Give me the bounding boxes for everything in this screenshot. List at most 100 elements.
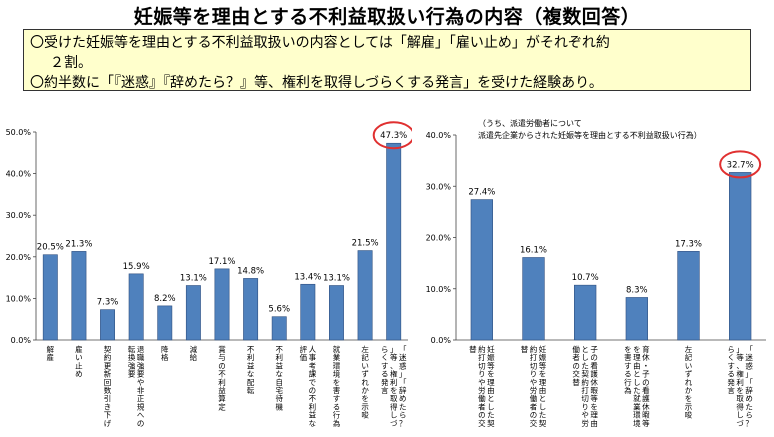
svg-text:へ: へ bbox=[137, 411, 145, 420]
right-chart-data-label: 8.3% bbox=[626, 285, 648, 295]
svg-text:」: 」 bbox=[390, 345, 398, 354]
right-chart-ytick-label: 10.0% bbox=[426, 285, 452, 294]
svg-text:利: 利 bbox=[275, 352, 283, 362]
svg-text:た: た bbox=[745, 402, 753, 411]
svg-text:算: 算 bbox=[218, 393, 226, 403]
svg-text:等: 等 bbox=[487, 360, 495, 370]
right-chart-data-label: 17.3% bbox=[675, 239, 702, 249]
left-chart-bar bbox=[386, 142, 402, 341]
svg-text:業: 業 bbox=[633, 401, 641, 411]
svg-text:回: 回 bbox=[104, 378, 112, 387]
svg-text:護: 護 bbox=[590, 369, 598, 379]
svg-text:れ: れ bbox=[361, 378, 369, 387]
left-chart-data-label: 14.8% bbox=[237, 266, 264, 276]
svg-text:就: 就 bbox=[633, 393, 641, 403]
svg-text:惑: 惑 bbox=[399, 360, 407, 370]
svg-text:記: 記 bbox=[685, 352, 693, 362]
svg-text:妊: 妊 bbox=[487, 344, 495, 354]
svg-text:の: の bbox=[642, 378, 650, 387]
svg-text:替: 替 bbox=[469, 344, 477, 354]
svg-text:た: た bbox=[581, 361, 589, 370]
svg-text:ら: ら bbox=[745, 411, 753, 420]
svg-text:を: を bbox=[390, 386, 398, 395]
svg-text:由: 由 bbox=[633, 360, 641, 370]
svg-text:辞: 辞 bbox=[399, 385, 407, 395]
left-chart-ytick-label: 0.0% bbox=[11, 336, 32, 345]
svg-text:雇: 雇 bbox=[47, 352, 55, 362]
left-chart-ytick-label: 10.0% bbox=[6, 294, 32, 303]
left-chart-bar bbox=[71, 251, 87, 341]
svg-text:境: 境 bbox=[633, 418, 641, 428]
svg-text:配: 配 bbox=[247, 378, 255, 387]
svg-text:り: り bbox=[581, 402, 589, 411]
right-chart-data-label: 32.7% bbox=[727, 160, 754, 170]
svg-text:「: 「 bbox=[399, 345, 407, 354]
summary-line-2: 〇約半数に「『迷惑』『辞めたら？』等、権利を取得しづらくする発言」を受けた経験あ… bbox=[30, 75, 603, 91]
svg-text:や: や bbox=[478, 378, 486, 387]
svg-text:機: 機 bbox=[275, 401, 283, 411]
left-chart-data-label: 13.1% bbox=[180, 274, 207, 284]
svg-text:権: 権 bbox=[736, 369, 744, 379]
svg-text:事: 事 bbox=[309, 352, 317, 362]
svg-text:打: 打 bbox=[530, 352, 538, 362]
svg-text:げ: げ bbox=[104, 419, 112, 428]
svg-text:言: 言 bbox=[727, 385, 735, 395]
svg-text:迷: 迷 bbox=[399, 352, 407, 362]
svg-text:づ: づ bbox=[736, 419, 744, 428]
svg-text:考: 考 bbox=[309, 361, 317, 370]
svg-text:ず: ず bbox=[685, 369, 693, 379]
right-chart-bar bbox=[625, 297, 648, 341]
left-chart-data-label: 21.3% bbox=[65, 239, 92, 249]
left-chart-data-label: 13.4% bbox=[294, 272, 321, 282]
svg-text:示: 示 bbox=[685, 402, 693, 411]
svg-text:理: 理 bbox=[487, 378, 495, 387]
svg-text:唆: 唆 bbox=[361, 410, 369, 420]
right-chart-data-label: 10.7% bbox=[572, 273, 599, 283]
svg-text:た: た bbox=[399, 402, 407, 411]
svg-text:の: の bbox=[137, 419, 145, 428]
svg-text:待: 待 bbox=[275, 393, 283, 403]
svg-text:換: 換 bbox=[128, 352, 136, 362]
svg-text:労: 労 bbox=[581, 418, 589, 428]
right-chart-panel: （うち、派遣労働者について 派遣先企業からされた妊娠等を理由とする不利益取扱い行為… bbox=[416, 108, 770, 430]
svg-text:育: 育 bbox=[642, 344, 650, 354]
svg-text:る: る bbox=[333, 402, 341, 411]
svg-text:打: 打 bbox=[478, 352, 486, 362]
svg-text:取: 取 bbox=[736, 394, 744, 403]
svg-text:と: と bbox=[633, 370, 641, 379]
svg-text:発: 発 bbox=[727, 378, 735, 387]
svg-text:き: き bbox=[104, 402, 112, 411]
svg-text:を: を bbox=[633, 345, 641, 354]
right-chart-highlight-circle bbox=[719, 150, 762, 179]
svg-text:境: 境 bbox=[333, 369, 341, 379]
svg-text:る: る bbox=[624, 370, 632, 379]
left-chart-data-label: 47.3% bbox=[380, 131, 407, 141]
left-chart-bar bbox=[329, 285, 344, 341]
svg-text:迷: 迷 bbox=[745, 352, 753, 362]
svg-text:減: 減 bbox=[190, 344, 198, 354]
svg-text:不: 不 bbox=[275, 345, 283, 354]
svg-text:為: 為 bbox=[333, 418, 341, 428]
svg-text:契: 契 bbox=[539, 418, 547, 428]
summary-line-1-continued: ２割。 bbox=[50, 55, 92, 71]
left-chart-data-label: 13.1% bbox=[323, 274, 350, 284]
svg-text:な: な bbox=[275, 370, 283, 379]
svg-text:と: と bbox=[539, 394, 547, 403]
svg-text:暇: 暇 bbox=[590, 386, 598, 395]
right-chart-bar bbox=[729, 172, 752, 341]
summary-box: 〇受けた妊娠等を理由とする不利益取扱いの内容としては「解雇」「雇い止め」がそれぞ… bbox=[23, 29, 751, 91]
svg-text:環: 環 bbox=[633, 411, 641, 420]
right-chart-ytick-label: 30.0% bbox=[426, 182, 452, 191]
svg-text:看: 看 bbox=[642, 386, 650, 395]
svg-text:た: た bbox=[633, 386, 641, 395]
svg-text:し: し bbox=[736, 411, 744, 420]
svg-text:職: 職 bbox=[137, 353, 145, 362]
svg-text:格: 格 bbox=[161, 352, 169, 362]
